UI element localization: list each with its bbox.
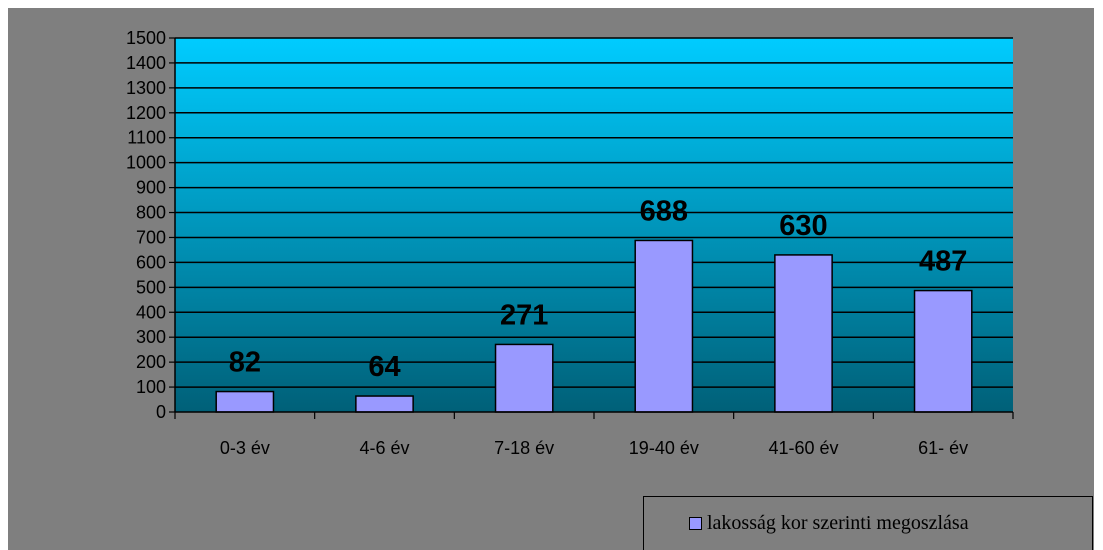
x-tick-label: 0-3 év xyxy=(220,438,270,458)
data-label: 271 xyxy=(500,299,548,331)
y-tick-label: 1000 xyxy=(126,153,166,173)
data-label: 82 xyxy=(229,347,261,379)
data-label: 688 xyxy=(640,195,688,227)
axes: 0 100 200 300 400 500 600 700 800 900 1000 1100 1200… xyxy=(126,28,1014,458)
y-tick-label: 1100 xyxy=(127,128,166,148)
y-tick-label: 800 xyxy=(136,203,166,223)
data-label: 64 xyxy=(368,351,400,383)
bar xyxy=(355,395,414,413)
gridlines xyxy=(175,37,1013,388)
y-tick-label: 200 xyxy=(136,352,166,372)
x-tick-label: 7-18 év xyxy=(494,438,554,458)
plot-area xyxy=(175,38,1013,412)
data-label: 630 xyxy=(779,210,827,242)
data-labels: 82 64 271 688 630 487 xyxy=(229,195,968,383)
y-tick-label: 1200 xyxy=(126,103,166,123)
y-tick-label: 100 xyxy=(136,377,166,397)
y-tick-label: 900 xyxy=(136,178,166,198)
data-label: 487 xyxy=(919,246,967,278)
y-tick-label: 400 xyxy=(136,302,166,322)
x-tick-label: 41-60 év xyxy=(768,438,838,458)
y-tick-label: 500 xyxy=(136,277,166,297)
x-tick-label: 61- év xyxy=(918,438,968,458)
y-tick-label: 1400 xyxy=(126,53,166,73)
bars xyxy=(215,239,973,413)
y-tick-label: 0 xyxy=(156,402,166,422)
y-tick-label: 1500 xyxy=(126,28,166,48)
bar xyxy=(215,390,275,413)
y-tick-label: 300 xyxy=(136,327,166,347)
legend-swatch xyxy=(689,517,702,530)
x-tick-label: 19-40 év xyxy=(629,438,699,458)
y-tick-label: 600 xyxy=(136,252,166,272)
legend-label: lakosság kor szerinti megoszlása xyxy=(707,512,969,534)
bar xyxy=(913,289,973,413)
y-tick-label: 700 xyxy=(136,227,166,247)
x-tick-label: 4-6 év xyxy=(359,438,409,458)
legend: lakosság kor szerinti megoszlása xyxy=(643,496,1093,550)
bar xyxy=(634,239,694,413)
bar xyxy=(774,254,833,413)
y-tick-label: 1300 xyxy=(126,78,166,98)
bar xyxy=(494,343,554,413)
